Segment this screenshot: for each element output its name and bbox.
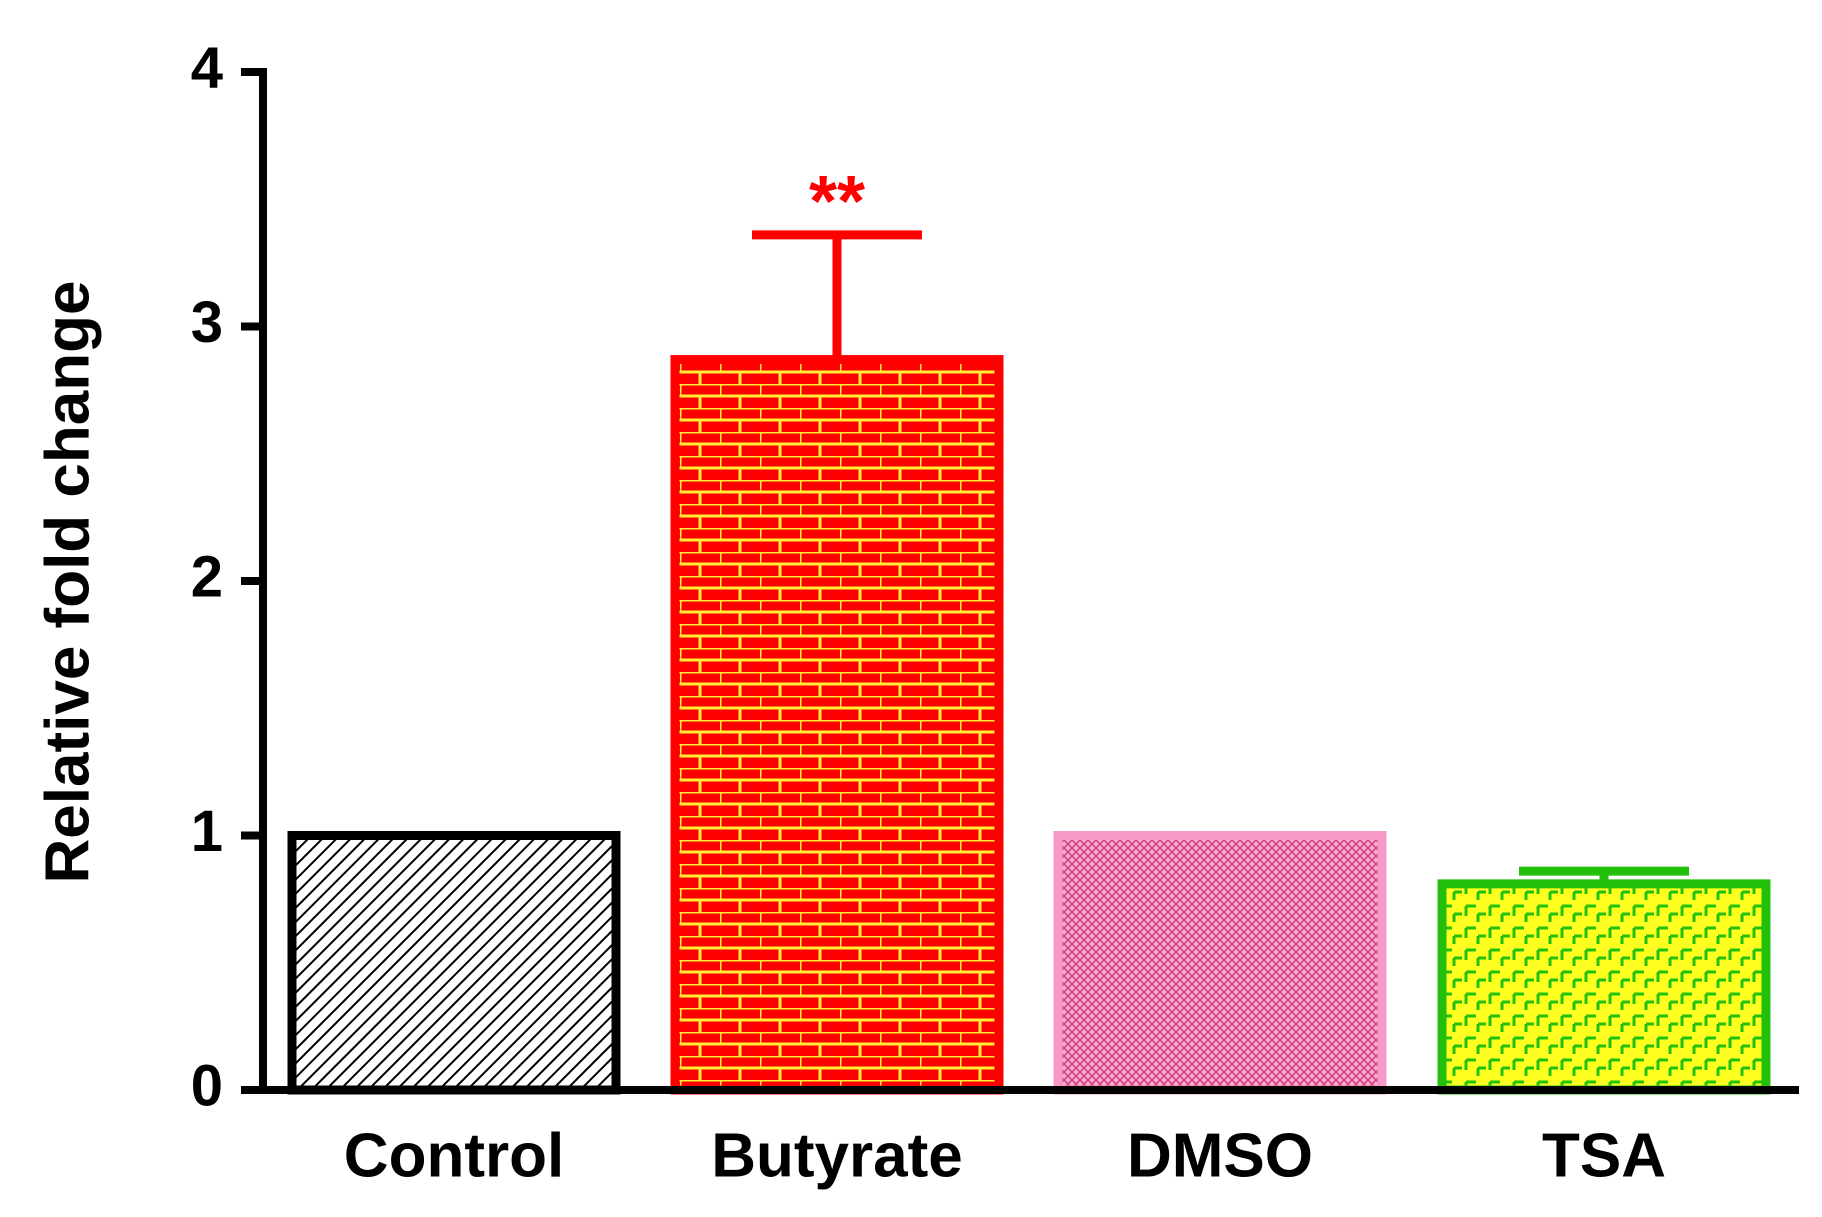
y-tick-label: 4	[191, 35, 223, 100]
bar	[1437, 879, 1771, 1095]
x-tick-label: TSA	[1542, 1121, 1666, 1190]
x-tick-label: Butyrate	[711, 1121, 963, 1190]
y-tick-label: 0	[191, 1053, 223, 1118]
significance-label: **	[809, 162, 865, 242]
x-tick-label: DMSO	[1127, 1121, 1313, 1190]
y-axis-label: Relative fold change	[33, 281, 102, 884]
y-tick-label: 1	[191, 799, 223, 864]
bar	[287, 831, 621, 1095]
x-tick-label: Control	[344, 1121, 564, 1190]
y-tick-label: 3	[191, 290, 223, 355]
y-tick-label: 2	[191, 544, 223, 609]
bar	[1053, 831, 1387, 1095]
bar	[670, 355, 1004, 1095]
